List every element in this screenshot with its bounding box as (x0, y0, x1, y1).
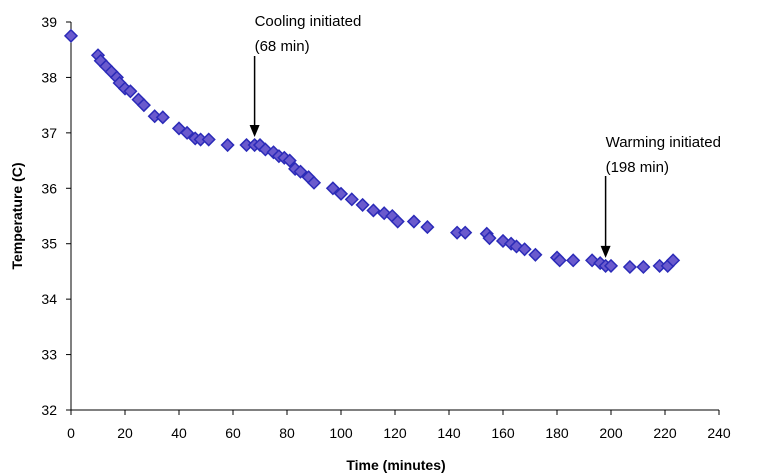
x-tick-label: 220 (653, 425, 677, 441)
data-point (390, 214, 405, 229)
y-axis-title: Temperature (C) (9, 162, 25, 269)
annotation-label: Cooling initiated (255, 13, 362, 30)
x-tick-label: 160 (491, 425, 515, 441)
x-tick-label: 60 (225, 425, 241, 441)
data-point (366, 203, 381, 218)
data-point (344, 192, 359, 207)
data-point (123, 84, 138, 99)
data-point (333, 186, 349, 201)
x-tick-label: 140 (437, 425, 461, 441)
data-point (482, 231, 497, 246)
data-points (63, 28, 681, 275)
annotation-arrow-head (600, 245, 611, 258)
data-point (420, 220, 435, 235)
data-point (355, 197, 370, 212)
annotations: Cooling initiated (68 min) Warming initiat… (249, 13, 721, 258)
ticks (66, 21, 720, 415)
data-point (155, 110, 170, 125)
data-point (325, 181, 340, 196)
y-tick-label: 37 (41, 125, 57, 141)
x-tick-label: 80 (279, 425, 295, 441)
y-tick-label: 34 (41, 291, 57, 307)
x-tick-label: 100 (329, 425, 353, 441)
y-tick-label: 36 (41, 180, 57, 196)
data-point (603, 258, 619, 273)
x-tick-label: 40 (171, 425, 187, 441)
data-point (201, 132, 216, 147)
data-point (458, 225, 473, 240)
data-point (622, 259, 637, 275)
data-point (528, 247, 543, 262)
x-tick-label: 20 (117, 425, 133, 441)
data-point (666, 253, 681, 268)
data-point (552, 253, 567, 268)
data-point (180, 125, 195, 140)
data-point (282, 153, 297, 168)
x-axis-title: Time (minutes) (346, 457, 445, 473)
x-tick-label: 120 (383, 425, 407, 441)
y-tick-label: 33 (41, 347, 57, 363)
data-point (517, 242, 532, 257)
data-point (293, 164, 308, 179)
data-point (136, 98, 151, 113)
annotation-arrow-head (249, 125, 260, 138)
y-tick-label: 35 (41, 236, 57, 252)
annotation-sublabel: (68 min) (255, 38, 310, 55)
annotation-label: Warming initiated (606, 134, 721, 151)
x-tick-label: 0 (67, 425, 75, 441)
y-tick-label: 39 (41, 14, 57, 30)
x-tick-label: 240 (707, 425, 731, 441)
y-tick-label: 38 (41, 69, 57, 85)
annotation-sublabel: (198 min) (606, 159, 669, 176)
data-point (406, 214, 421, 229)
data-point (566, 253, 581, 268)
data-point (636, 259, 651, 275)
data-point (63, 28, 79, 43)
data-point (220, 137, 235, 153)
x-tick-label: 200 (599, 425, 623, 441)
y-tick-label: 32 (41, 402, 57, 418)
data-point (306, 175, 322, 190)
tick-labels: 0 20 40 60 80 100 120 140 160 180 200 220 240 32 33 34 3… (41, 14, 730, 441)
x-tick-label: 180 (545, 425, 569, 441)
